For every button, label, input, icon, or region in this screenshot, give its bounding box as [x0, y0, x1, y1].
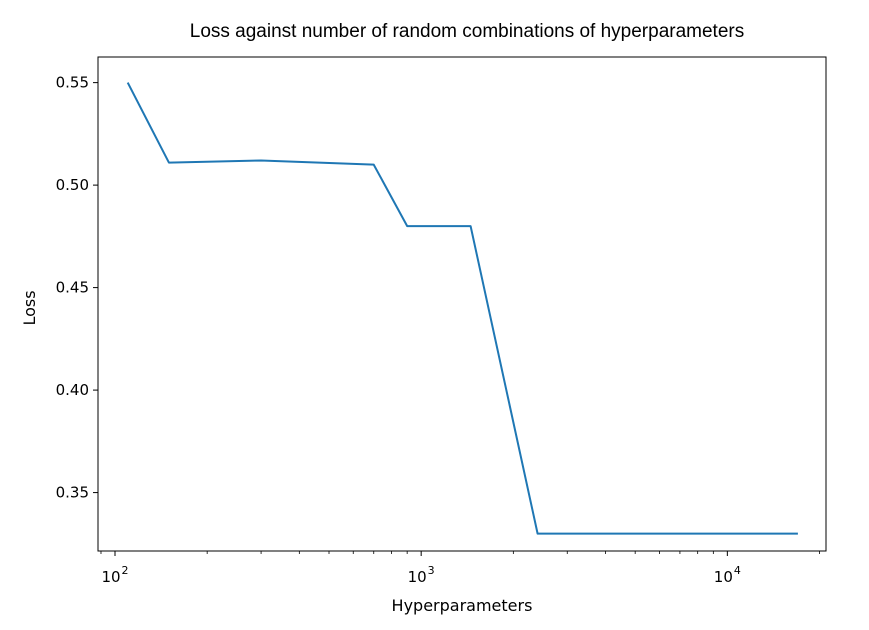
y-tick-label: 0.50 — [56, 176, 89, 194]
chart-title: Loss against number of random combinatio… — [190, 21, 744, 42]
series-line — [126, 82, 798, 535]
y-axis-label: Loss — [20, 290, 39, 325]
plot-frame — [97, 56, 827, 552]
series-group — [126, 82, 798, 535]
x-tick-label: 10 — [101, 568, 120, 586]
y-tick-label: 0.45 — [56, 279, 89, 297]
x-tick-label: 10 — [408, 568, 427, 586]
y-tick-label: 0.35 — [56, 484, 89, 502]
x-tick-exponent: 4 — [734, 564, 741, 577]
y-axis: 0.35 0.40 0.45 0.50 0.55 — [56, 74, 98, 502]
x-axis: 10 2 10 3 10 4 — [100, 551, 820, 586]
x-tick-exponent: 2 — [121, 564, 128, 577]
x-tick-label: 10 — [714, 568, 733, 586]
x-axis-label: Hyperparameters — [392, 596, 533, 615]
y-tick-label: 0.55 — [56, 74, 89, 92]
x-tick-exponent: 3 — [428, 564, 435, 577]
y-tick-label: 0.40 — [56, 381, 89, 399]
